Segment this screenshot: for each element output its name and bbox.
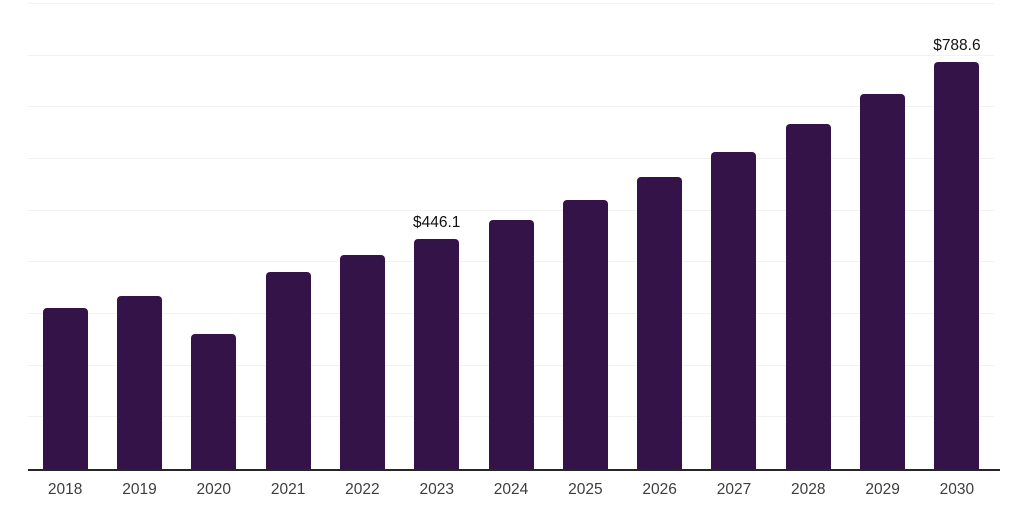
bar-2026 — [637, 176, 683, 469]
x-tick-label-2020: 2020 — [196, 481, 232, 498]
gridline-600 — [28, 158, 994, 159]
x-tick-label-2027: 2027 — [716, 481, 752, 498]
bar-slot-2028 — [771, 0, 845, 469]
x-axis-labels: 2018 2019 2020 2021 2022 2023 2024 2025 2026 2027… — [28, 479, 994, 500]
x-tick-label-2028: 2028 — [791, 481, 826, 498]
bar-2027 — [711, 151, 757, 469]
bar-slot-2024 — [474, 0, 548, 469]
bar-slot-2030: $788.6 — [920, 0, 994, 469]
bar-2029 — [860, 94, 906, 469]
bar-2025 — [562, 200, 608, 469]
x-tick-label-2029: 2029 — [865, 481, 900, 498]
x-tick-label-2023: 2023 — [419, 481, 454, 498]
bar-value-label-2023: $446.1 — [413, 214, 461, 232]
plot-area: $446.1 $788.6 — [28, 0, 1000, 471]
gridline-700 — [28, 106, 994, 108]
bar-2024 — [488, 220, 534, 469]
bars-row: $446.1 $788.6 — [28, 0, 994, 469]
bar-slot-2025 — [548, 0, 622, 469]
bar-slot-2022 — [325, 0, 399, 469]
bar-slot-2019 — [102, 0, 176, 469]
bar-slot-2027 — [697, 0, 771, 469]
bar-value-label-2030: $788.6 — [933, 37, 981, 55]
bar-2022 — [339, 254, 385, 469]
bar-slot-2021 — [251, 0, 325, 469]
bar-2021 — [265, 271, 311, 469]
gridline-500 — [28, 209, 994, 211]
bar-2023 — [414, 238, 460, 469]
gridline-800 — [28, 54, 994, 56]
x-tick-label-2019: 2019 — [122, 481, 157, 498]
x-tick-label-2021: 2021 — [270, 481, 306, 498]
bar-slot-2023: $446.1 — [400, 0, 474, 469]
bar-slot-2018 — [28, 0, 102, 469]
bar-slot-2020 — [177, 0, 251, 469]
x-tick-label-2026: 2026 — [642, 481, 677, 498]
bar-2028 — [785, 124, 831, 469]
x-axis-line — [28, 469, 1000, 471]
bar-2020 — [191, 334, 237, 469]
x-tick-label-2025: 2025 — [568, 481, 603, 498]
x-tick-label-2018: 2018 — [47, 481, 83, 498]
gridline-900 — [28, 3, 994, 4]
x-tick-label-2030: 2030 — [939, 481, 975, 498]
x-tick-label-2024: 2024 — [493, 481, 529, 498]
bar-2018 — [42, 308, 88, 469]
x-tick-label-2022: 2022 — [345, 481, 380, 498]
bar-slot-2029 — [845, 0, 919, 469]
bar-2030 — [934, 61, 980, 469]
bar-2019 — [116, 295, 162, 469]
bar-slot-2026 — [623, 0, 697, 469]
